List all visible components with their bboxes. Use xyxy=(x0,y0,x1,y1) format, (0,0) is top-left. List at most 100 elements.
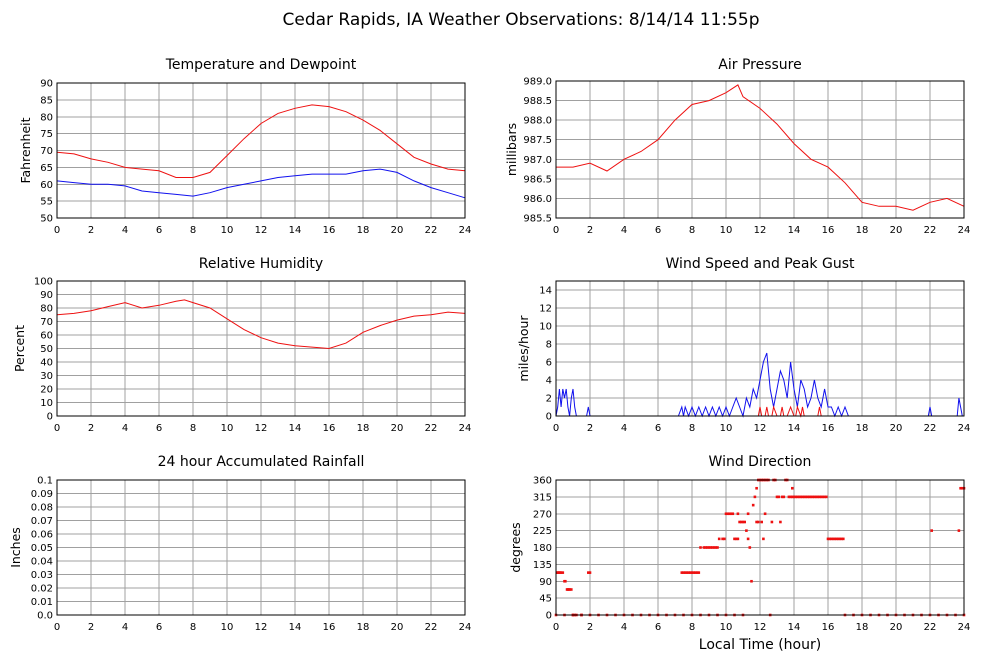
x-tick-label: 4 xyxy=(621,622,627,633)
scatter-point xyxy=(570,588,573,591)
scatter-point xyxy=(802,495,806,499)
scatter-point xyxy=(733,537,736,541)
scatter-point xyxy=(731,512,735,516)
scatter-point xyxy=(568,588,571,591)
x-tick-label: 14 xyxy=(289,225,302,236)
y-tick-label: 180 xyxy=(533,543,552,554)
y-tick-label: 14 xyxy=(539,286,552,297)
y-tick-label: 0 xyxy=(546,412,552,423)
x-tick-label: 16 xyxy=(323,622,336,633)
scatter-point xyxy=(750,579,753,583)
scatter-point xyxy=(740,520,743,524)
x-tick-label: 12 xyxy=(754,225,767,236)
scatter-point xyxy=(797,495,801,499)
y-tick-label: 90 xyxy=(40,290,53,301)
scatter-point xyxy=(699,546,702,549)
x-tick-label: 20 xyxy=(890,423,903,434)
x-tick-label: 4 xyxy=(122,622,128,633)
scatter-point xyxy=(738,520,741,524)
y-tick-label: 70 xyxy=(40,146,53,157)
y-tick-label: 4 xyxy=(546,376,552,387)
x-tick-label: 12 xyxy=(754,423,767,434)
chart-title: Air Pressure xyxy=(718,57,801,73)
scatter-point xyxy=(757,520,760,524)
x-tick-label: 6 xyxy=(655,622,661,633)
x-tick-label: 12 xyxy=(255,225,268,236)
x-tick-label: 2 xyxy=(88,225,94,236)
y-axis-label: degrees xyxy=(508,522,523,572)
scatter-point xyxy=(692,571,695,574)
scatter-point xyxy=(685,571,689,574)
scatter-point xyxy=(808,495,811,499)
scatter-point xyxy=(957,529,961,532)
x-tick-label: 8 xyxy=(689,225,695,236)
y-tick-label: 100 xyxy=(34,277,53,288)
x-tick-label: 0 xyxy=(54,622,60,633)
plot-frame xyxy=(56,280,466,417)
scatter-point xyxy=(780,495,784,499)
y-tick-label: 0.06 xyxy=(31,530,53,541)
scatter-point xyxy=(712,546,716,549)
scatter-point xyxy=(792,495,796,499)
scatter-point xyxy=(689,571,692,574)
y-tick-label: 987.5 xyxy=(523,135,552,146)
y-tick-label: 225 xyxy=(533,526,552,537)
y-tick-label: 987.0 xyxy=(523,155,552,166)
scatter-point xyxy=(723,537,726,541)
x-tick-label: 2 xyxy=(587,423,593,434)
x-tick-label: 0 xyxy=(553,225,559,236)
plot-frame xyxy=(555,280,965,417)
scatter-point xyxy=(842,537,845,541)
x-tick-label: 10 xyxy=(221,225,234,236)
scatter-point xyxy=(833,537,837,541)
x-tick-label: 10 xyxy=(720,622,733,633)
x-tick-label: 0 xyxy=(553,423,559,434)
series-line-blue xyxy=(56,168,466,199)
scatter-point xyxy=(753,495,757,499)
shared-x-axis-label: Local Time (hour) xyxy=(699,637,821,653)
x-tick-label: 6 xyxy=(156,622,162,633)
y-tick-label: 45 xyxy=(539,594,552,605)
scatter-point xyxy=(791,495,794,499)
scatter-point xyxy=(830,537,833,541)
scatter-point xyxy=(791,486,794,490)
scatter-point xyxy=(814,495,818,499)
scatter-point xyxy=(695,571,699,574)
x-tick-label: 6 xyxy=(655,225,661,236)
scatter-point xyxy=(801,495,804,499)
y-axis-label: Fahrenheit xyxy=(18,117,33,183)
x-tick-label: 10 xyxy=(720,225,733,236)
scatter-point xyxy=(709,546,712,549)
scatter-point xyxy=(559,571,563,574)
scatter-point xyxy=(826,537,830,541)
x-tick-label: 16 xyxy=(323,225,336,236)
y-tick-label: 10 xyxy=(539,322,552,333)
y-tick-label: 50 xyxy=(40,214,53,225)
chart-title: Wind Direction xyxy=(709,454,812,470)
scatter-point xyxy=(789,495,792,499)
x-tick-label: 22 xyxy=(425,622,438,633)
y-tick-label: 0.05 xyxy=(31,543,53,554)
y-tick-label: 315 xyxy=(533,492,552,503)
plot-frame xyxy=(555,479,965,616)
y-tick-label: 0.02 xyxy=(31,584,53,595)
y-tick-label: 270 xyxy=(533,509,552,520)
y-tick-label: 12 xyxy=(539,304,552,315)
y-tick-label: 65 xyxy=(40,163,53,174)
scatter-point xyxy=(787,495,791,499)
x-tick-label: 6 xyxy=(655,423,661,434)
x-tick-label: 8 xyxy=(190,423,196,434)
y-tick-label: 0 xyxy=(47,412,53,423)
x-tick-label: 10 xyxy=(720,423,733,434)
scatter-point xyxy=(683,571,687,574)
y-tick-label: 80 xyxy=(40,112,53,123)
y-tick-label: 50 xyxy=(40,344,53,355)
x-tick-label: 20 xyxy=(890,225,903,236)
x-tick-label: 20 xyxy=(391,225,404,236)
x-tick-label: 4 xyxy=(122,225,128,236)
